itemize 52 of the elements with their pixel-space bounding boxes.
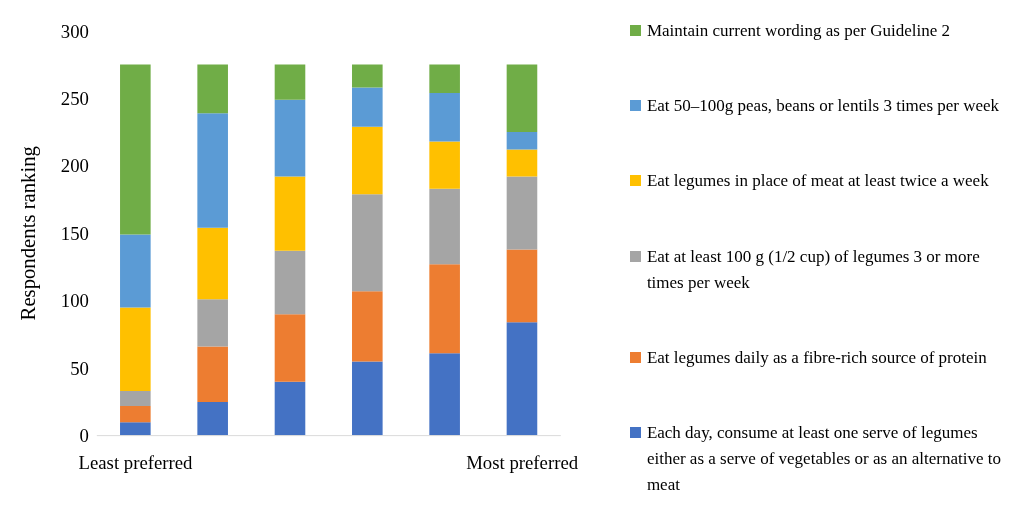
bar (352, 126, 383, 195)
y-tick-label: 200 (60, 155, 89, 177)
bar (274, 381, 306, 436)
bar (352, 64, 383, 88)
bar (120, 234, 151, 308)
bar (274, 64, 306, 100)
bar (506, 64, 538, 133)
y-tick-label: 250 (60, 88, 89, 110)
y-tick-label: 300 (60, 20, 89, 42)
bar (352, 291, 383, 362)
bar (274, 176, 306, 251)
x-tick-label: Most preferred (466, 451, 579, 473)
bar (506, 132, 538, 150)
bar (429, 353, 460, 436)
y-tick-label: 100 (60, 290, 89, 312)
bar (429, 141, 460, 189)
bar (352, 194, 383, 292)
bar (197, 113, 228, 228)
bar (197, 64, 228, 114)
legend-label: Maintain current wording as per Guideline 2 (646, 20, 950, 42)
bar (274, 99, 306, 177)
bar (352, 87, 383, 127)
bar (352, 361, 383, 436)
bar (274, 314, 306, 382)
bar (274, 250, 306, 315)
bar (429, 64, 460, 93)
bar (506, 322, 538, 436)
legend-label: Eat legumes in place of meat at least twice a week (646, 170, 989, 193)
bar (506, 149, 538, 177)
bar (120, 64, 151, 235)
y-tick-label: 0 (79, 425, 89, 447)
legend-label: Eat at least 100 g (1/2 cup) of legumes 3 or more times per week (646, 245, 981, 294)
bar (120, 307, 151, 392)
bar (197, 227, 228, 300)
y-tick-label: 150 (60, 222, 89, 244)
y-axis-title: Respondents ranking (17, 146, 41, 321)
bar (120, 422, 151, 436)
y-tick-label: 50 (70, 357, 89, 379)
bar (429, 264, 460, 354)
x-tick-label: Least preferred (78, 451, 194, 473)
bar (197, 299, 228, 347)
legend-label: Eat 50–100g peas, beans or lentils 3 times per week (646, 95, 1000, 118)
legend-label: Each day, consume at least one serve of legumes either as a serve of vegetables or as an alternative to meat (646, 421, 1002, 496)
bar (120, 405, 151, 423)
bar (506, 249, 538, 323)
bar (197, 401, 228, 436)
bar (120, 391, 151, 406)
bar (429, 92, 460, 142)
bar (197, 346, 228, 402)
bar (506, 176, 538, 250)
bar (429, 188, 460, 265)
legend-label: Eat legumes daily as a fibre-rich source of protein (646, 346, 987, 369)
